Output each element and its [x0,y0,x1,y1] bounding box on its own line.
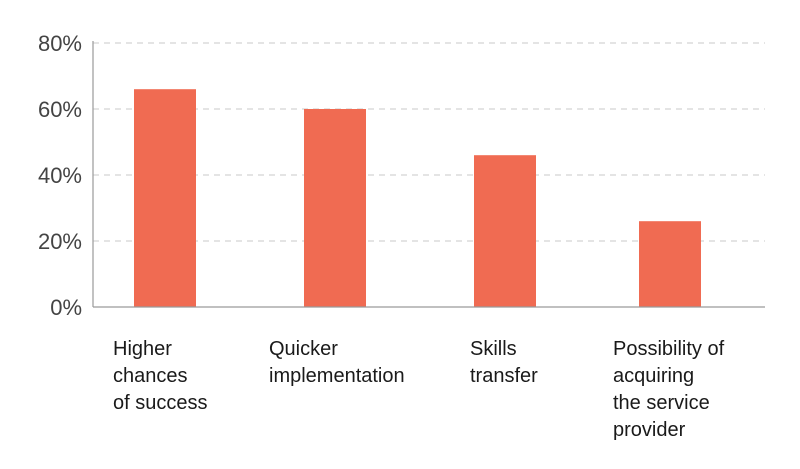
x-category-label-line: Quicker [269,338,338,360]
x-category-label-line: Possibility of [613,338,725,360]
x-category-label: Skills transfer [470,338,538,387]
x-category-label: Quicker implementation [269,338,405,387]
x-category-label-line: transfer [470,365,538,387]
x-category-label-line: implementation [269,365,405,387]
x-category-label-line: chances [113,365,188,387]
y-tick-label: 80% [38,31,82,56]
bars [134,89,701,307]
x-category-label-line: acquiring [613,365,694,387]
y-tick-labels: 0% 20% 40% 60% 80% [38,31,82,320]
y-tick-label: 60% [38,97,82,122]
gridlines [93,42,765,242]
bar [134,89,196,307]
x-category-label: Possibility of acquiring the service provid… [613,338,725,441]
x-category-label-line: provider [613,419,686,441]
x-category-label: Higher chances of success [113,338,207,414]
y-tick-label: 20% [38,229,82,254]
bar [304,109,366,307]
y-tick-label: 0% [50,295,82,320]
category-labels: Higher chances of success Quicker implementa… [113,338,725,441]
x-category-label-line: of success [113,392,207,414]
bar [474,155,536,307]
x-category-label-line: Higher [113,338,172,360]
bar [639,221,701,307]
axes [92,41,765,308]
x-category-label-line: Skills [470,338,517,360]
y-tick-label: 40% [38,163,82,188]
x-category-label-line: the service [613,392,710,414]
